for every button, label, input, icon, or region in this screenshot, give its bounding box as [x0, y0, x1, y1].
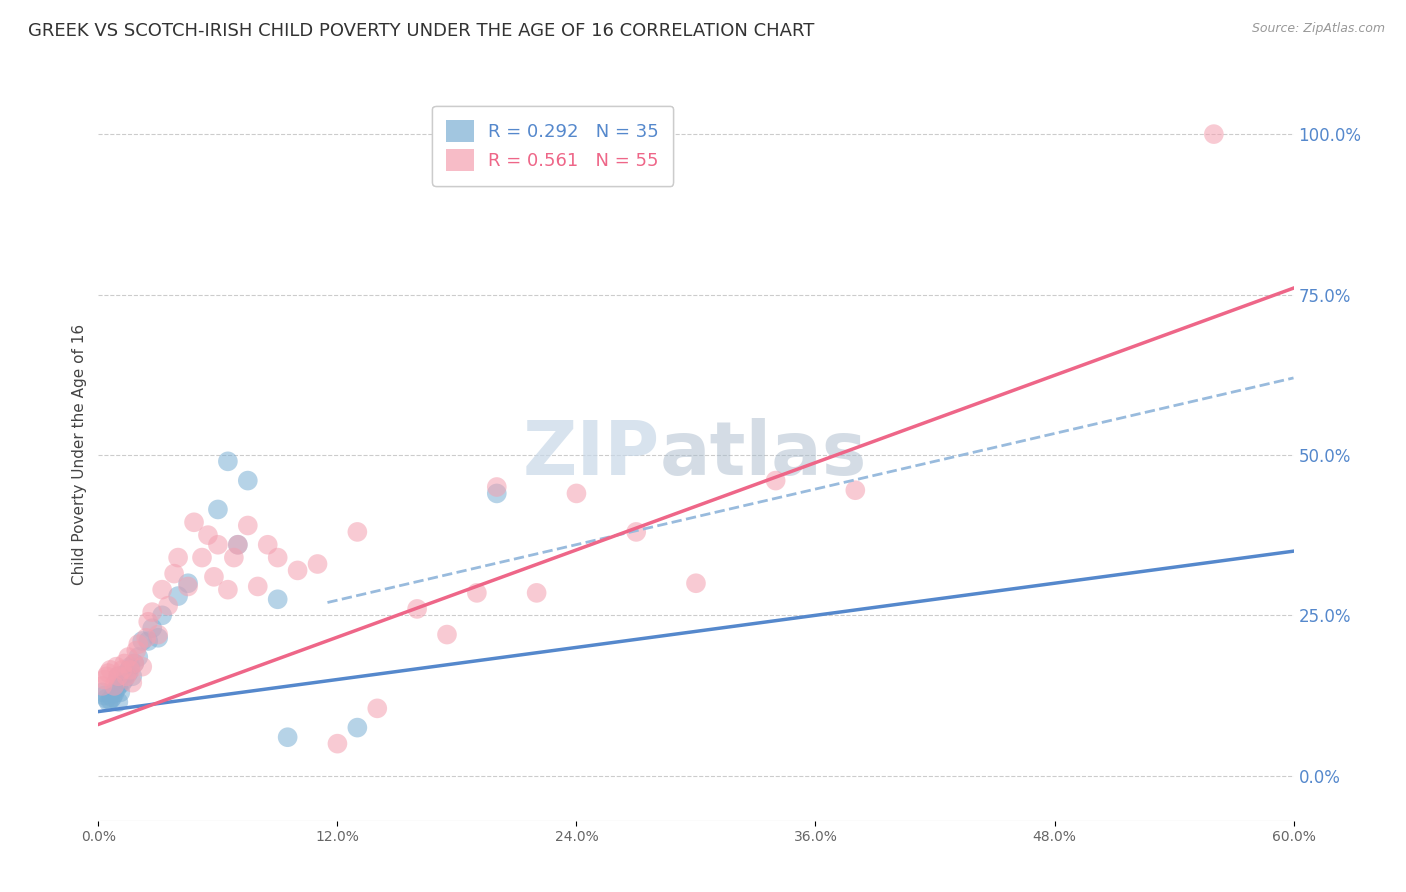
Point	[111, 663, 134, 677]
Point	[131, 659, 153, 673]
Point	[163, 566, 186, 581]
Point	[197, 528, 219, 542]
Point	[626, 524, 648, 539]
Point	[267, 592, 290, 607]
Point	[103, 679, 125, 693]
Point	[107, 669, 129, 683]
Point	[485, 480, 508, 494]
Point	[217, 582, 239, 597]
Point	[167, 550, 190, 565]
Text: atlas: atlas	[661, 418, 868, 491]
Point	[207, 502, 229, 516]
Point	[236, 474, 259, 488]
Point	[96, 669, 118, 683]
Point	[110, 685, 132, 699]
Point	[91, 685, 114, 699]
Point	[148, 631, 170, 645]
Point	[346, 721, 368, 735]
Point	[565, 486, 588, 500]
Point	[112, 657, 135, 671]
Text: ZIP: ZIP	[523, 418, 661, 491]
Point	[97, 695, 120, 709]
Point	[96, 691, 118, 706]
Point	[115, 666, 138, 681]
Point	[105, 659, 128, 673]
Point	[98, 693, 122, 707]
Point	[115, 669, 138, 683]
Point	[485, 486, 508, 500]
Point	[256, 538, 278, 552]
Point	[366, 701, 388, 715]
Point	[177, 579, 200, 593]
Point	[121, 675, 143, 690]
Point	[107, 695, 129, 709]
Point	[124, 657, 146, 671]
Point	[246, 579, 269, 593]
Point	[150, 608, 173, 623]
Point	[844, 483, 866, 498]
Point	[135, 631, 157, 645]
Point	[93, 689, 115, 703]
Point	[121, 669, 143, 683]
Point	[1202, 127, 1225, 141]
Point	[406, 602, 429, 616]
Point	[222, 550, 245, 565]
Y-axis label: Child Poverty Under the Age of 16: Child Poverty Under the Age of 16	[72, 325, 87, 585]
Point	[120, 663, 142, 677]
Point	[141, 621, 163, 635]
Point	[148, 627, 170, 641]
Point	[526, 586, 548, 600]
Point	[226, 538, 249, 552]
Point	[326, 737, 349, 751]
Point	[346, 524, 368, 539]
Text: Source: ZipAtlas.com: Source: ZipAtlas.com	[1251, 22, 1385, 36]
Point	[226, 538, 249, 552]
Point	[125, 643, 148, 657]
Point	[124, 657, 146, 671]
Point	[207, 538, 229, 552]
Point	[157, 599, 180, 613]
Point	[97, 666, 120, 681]
Point	[765, 474, 787, 488]
Text: GREEK VS SCOTCH-IRISH CHILD POVERTY UNDER THE AGE OF 16 CORRELATION CHART: GREEK VS SCOTCH-IRISH CHILD POVERTY UNDE…	[28, 22, 814, 40]
Point	[150, 582, 173, 597]
Point	[98, 663, 122, 677]
Point	[136, 615, 159, 629]
Point	[111, 675, 134, 690]
Point	[277, 730, 299, 744]
Point	[191, 550, 214, 565]
Point	[183, 516, 205, 530]
Point	[217, 454, 239, 468]
Point	[101, 690, 124, 705]
Point	[91, 679, 114, 693]
Point	[131, 634, 153, 648]
Point	[107, 669, 129, 683]
Point	[287, 563, 309, 577]
Point	[105, 682, 128, 697]
Point	[93, 673, 115, 687]
Point	[112, 673, 135, 687]
Point	[267, 550, 290, 565]
Point	[177, 576, 200, 591]
Point	[141, 605, 163, 619]
Point	[167, 589, 190, 603]
Point	[307, 557, 329, 571]
Legend: R = 0.292   N = 35, R = 0.561   N = 55: R = 0.292 N = 35, R = 0.561 N = 55	[432, 105, 673, 186]
Point	[236, 518, 259, 533]
Point	[685, 576, 707, 591]
Point	[202, 570, 225, 584]
Point	[436, 627, 458, 641]
Point	[136, 634, 159, 648]
Point	[127, 650, 149, 665]
Point	[120, 659, 142, 673]
Point	[103, 687, 125, 701]
Point	[117, 650, 139, 665]
Point	[107, 679, 129, 693]
Point	[117, 666, 139, 681]
Point	[127, 637, 149, 651]
Point	[465, 586, 488, 600]
